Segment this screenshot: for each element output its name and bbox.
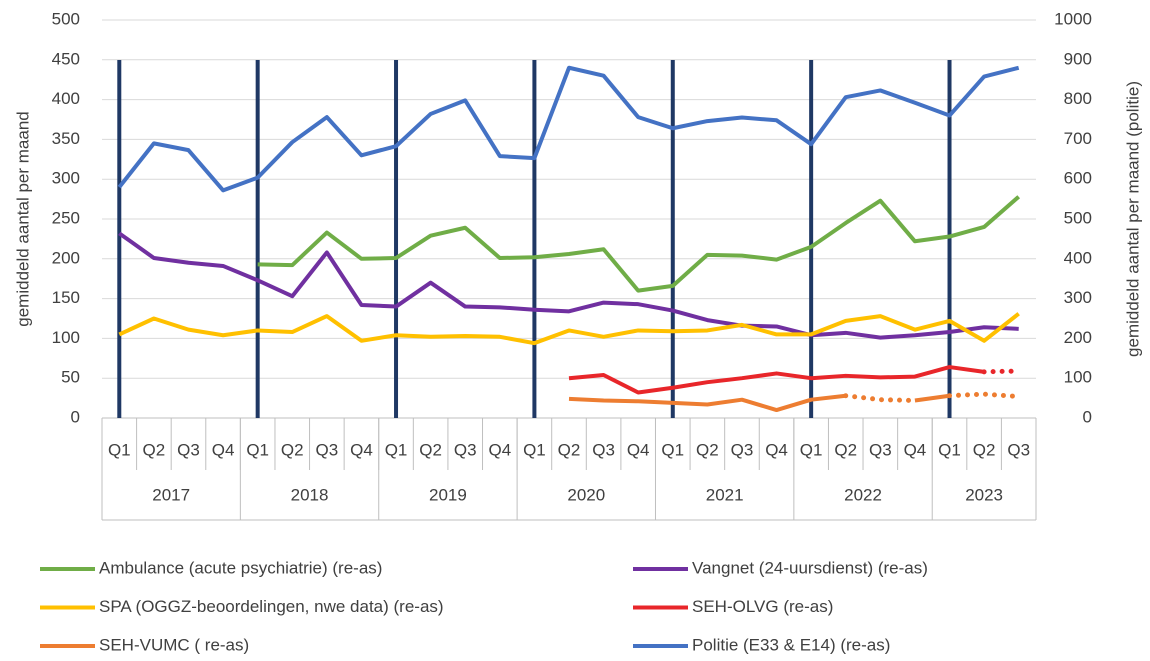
year-label: 2019 (429, 485, 467, 504)
x-tick-label: Q2 (696, 440, 719, 459)
line (914, 393, 950, 403)
year-label: 2022 (844, 485, 882, 504)
y-tick-label: 500 (52, 9, 80, 28)
x-tick-label: Q2 (558, 440, 581, 459)
x-tick-label: Q4 (765, 440, 788, 459)
y2-tick-label: 100 (1064, 368, 1092, 387)
y2-tick-label: 900 (1064, 49, 1092, 68)
x-tick-label: Q4 (488, 440, 511, 459)
line (568, 365, 985, 395)
line (118, 231, 1019, 340)
y2-tick-label: 800 (1064, 89, 1092, 108)
x-tick-label: Q3 (454, 440, 477, 459)
x-tick-label: Q2 (973, 440, 996, 459)
year-label: 2023 (965, 485, 1003, 504)
x-tick-label: Q1 (108, 440, 131, 459)
x-tick-label: Q4 (904, 440, 927, 459)
x-tick-label: Q1 (938, 440, 961, 459)
year-label: 2018 (291, 485, 329, 504)
x-tick-label: Q1 (800, 440, 823, 459)
year-label: 2020 (567, 485, 605, 504)
y-tick-label: 250 (52, 208, 80, 227)
x-tick-label: Q3 (731, 440, 754, 459)
y2-axis-label: gemiddeld aantal per maand (politie) (1123, 81, 1142, 357)
legend-label: Vangnet (24-uursdienst) (re-as) (692, 558, 928, 577)
x-tick-label: Q3 (592, 440, 615, 459)
x-tick-label: Q4 (212, 440, 235, 459)
line-dotted (843, 393, 918, 403)
legend-label: SEH-OLVG (re-as) (692, 597, 833, 616)
line-dotted (947, 391, 1022, 400)
x-tick-label: Q4 (350, 440, 373, 459)
y2-tick-label: 500 (1064, 208, 1092, 227)
y2-tick-label: 400 (1064, 248, 1092, 267)
line (257, 195, 1021, 293)
legend-label: SPA (OGGZ-beoordelingen, nwe data) (re-a… (99, 597, 444, 616)
y-tick-label: 50 (61, 368, 80, 387)
legend-label: SEH-VUMC ( re-as) (99, 635, 249, 654)
year-label: 2017 (152, 485, 190, 504)
y-tick-label: 300 (52, 169, 80, 188)
y-axis-label: gemiddeld aantal per maand (13, 111, 32, 326)
line (568, 393, 846, 413)
x-tick-label: Q3 (177, 440, 200, 459)
x-tick-label: Q1 (385, 440, 408, 459)
line (118, 312, 1020, 346)
x-tick-label: Q2 (281, 440, 304, 459)
legend-label: Politie (E33 & E14) (re-as) (692, 635, 890, 654)
x-tick-label: Q1 (523, 440, 546, 459)
y2-tick-label: 600 (1064, 169, 1092, 188)
y2-tick-label: 300 (1064, 288, 1092, 307)
x-tick-label: Q1 (246, 440, 269, 459)
year-label: 2021 (706, 485, 744, 504)
y-tick-label: 350 (52, 129, 80, 148)
x-tick-label: Q2 (419, 440, 442, 459)
x-tick-label: Q1 (661, 440, 684, 459)
y-tick-label: 200 (52, 248, 80, 267)
x-tick-label: Q2 (143, 440, 166, 459)
legend-label: Ambulance (acute psychiatrie) (re-as) (99, 558, 382, 577)
y-tick-label: 400 (52, 89, 80, 108)
x-tick-label: Q4 (627, 440, 650, 459)
y2-tick-label: 0 (1083, 407, 1092, 426)
x-tick-label: Q2 (834, 440, 857, 459)
line (117, 65, 1020, 193)
y2-tick-label: 1000 (1054, 9, 1092, 28)
line-dotted (981, 368, 1022, 375)
x-tick-label: Q3 (869, 440, 892, 459)
x-tick-label: Q3 (1007, 440, 1030, 459)
y-tick-label: 150 (52, 288, 80, 307)
y2-tick-label: 700 (1064, 129, 1092, 148)
y-tick-label: 0 (71, 407, 80, 426)
y-tick-label: 450 (52, 49, 80, 68)
y2-tick-label: 200 (1064, 328, 1092, 347)
x-tick-label: Q3 (316, 440, 339, 459)
y-tick-label: 100 (52, 328, 80, 347)
